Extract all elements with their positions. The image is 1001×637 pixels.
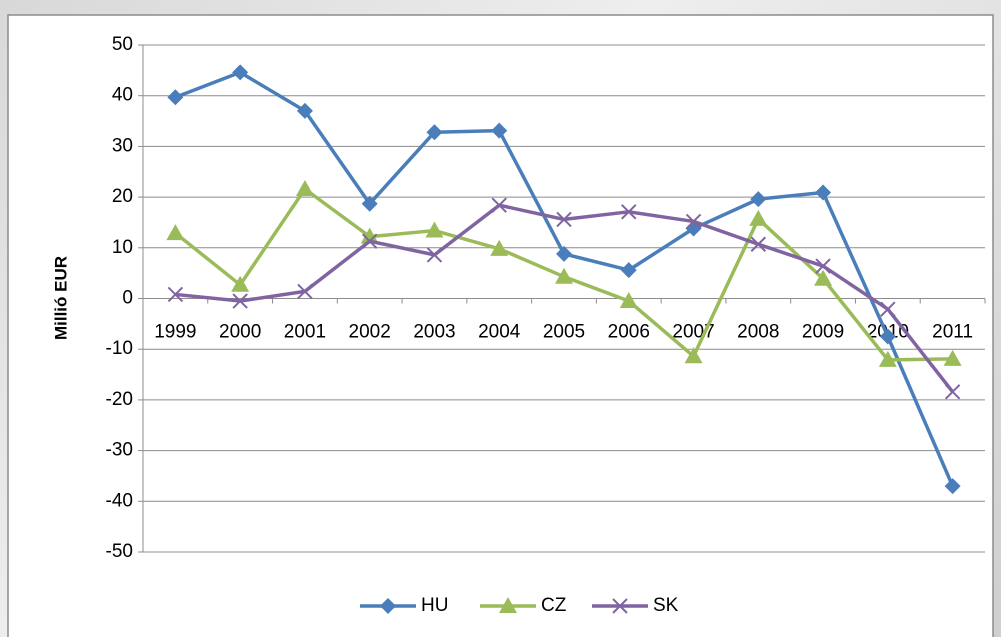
y-tick-label: 20 [112, 186, 133, 207]
marker [750, 236, 767, 252]
y-tick-label: 0 [122, 288, 133, 309]
y-tick-label: 50 [112, 34, 133, 55]
legend-label: HU [421, 595, 448, 616]
marker [490, 239, 509, 256]
marker [425, 221, 444, 238]
y-tick-label: 40 [112, 85, 133, 106]
marker [167, 89, 184, 106]
marker [621, 204, 637, 220]
marker [491, 197, 507, 213]
marker [685, 213, 702, 230]
marker [749, 209, 768, 226]
marker [878, 350, 897, 367]
x-tick-label: 2005 [543, 322, 585, 343]
marker [361, 233, 378, 249]
marker [815, 184, 832, 201]
marker [815, 258, 831, 274]
x-tick-label: 2004 [478, 322, 521, 343]
x-tick-label: 2002 [349, 322, 391, 343]
y-tick-label: -10 [106, 338, 133, 359]
marker [750, 191, 767, 208]
legend-label: CZ [541, 595, 567, 616]
marker [880, 301, 896, 317]
y-tick-label: 10 [112, 237, 133, 258]
x-tick-label: 2008 [737, 322, 779, 343]
marker [167, 286, 184, 303]
marker [499, 597, 517, 613]
marker [556, 211, 572, 228]
marker [879, 328, 896, 345]
y-tick-label: -30 [106, 440, 133, 461]
x-tick-label: 2003 [413, 322, 455, 343]
marker [555, 267, 573, 284]
y-tick-label: 30 [112, 135, 133, 156]
y-tick-label: -50 [106, 541, 133, 562]
x-tick-label: 2009 [802, 322, 844, 343]
marker [380, 598, 396, 614]
marker [360, 227, 379, 244]
chart-area [7, 14, 994, 637]
y-tick-label: -20 [106, 389, 133, 410]
x-tick-label: 2006 [608, 322, 650, 343]
marker [612, 598, 628, 614]
x-tick-label: 2001 [284, 322, 326, 343]
x-tick-label: 1999 [154, 322, 196, 343]
marker [361, 195, 378, 212]
marker [166, 224, 185, 241]
marker [619, 292, 638, 309]
marker [944, 478, 961, 495]
y-axis-label: Millió EUR [51, 256, 70, 340]
marker [943, 349, 962, 366]
marker [426, 124, 443, 141]
x-tick-label: 2011 [932, 322, 973, 343]
marker [944, 384, 961, 400]
marker [232, 64, 249, 81]
marker [684, 347, 703, 364]
marker [814, 269, 833, 286]
marker [232, 293, 248, 309]
marker [426, 247, 443, 263]
marker [231, 275, 250, 292]
marker [491, 122, 508, 139]
marker [297, 283, 313, 300]
marker [295, 179, 314, 196]
y-tick-label: -40 [106, 490, 133, 511]
legend-label: SK [653, 595, 679, 616]
marker [296, 102, 313, 119]
marker [556, 245, 572, 262]
marker [620, 262, 637, 279]
x-tick-label: 2000 [219, 322, 261, 343]
